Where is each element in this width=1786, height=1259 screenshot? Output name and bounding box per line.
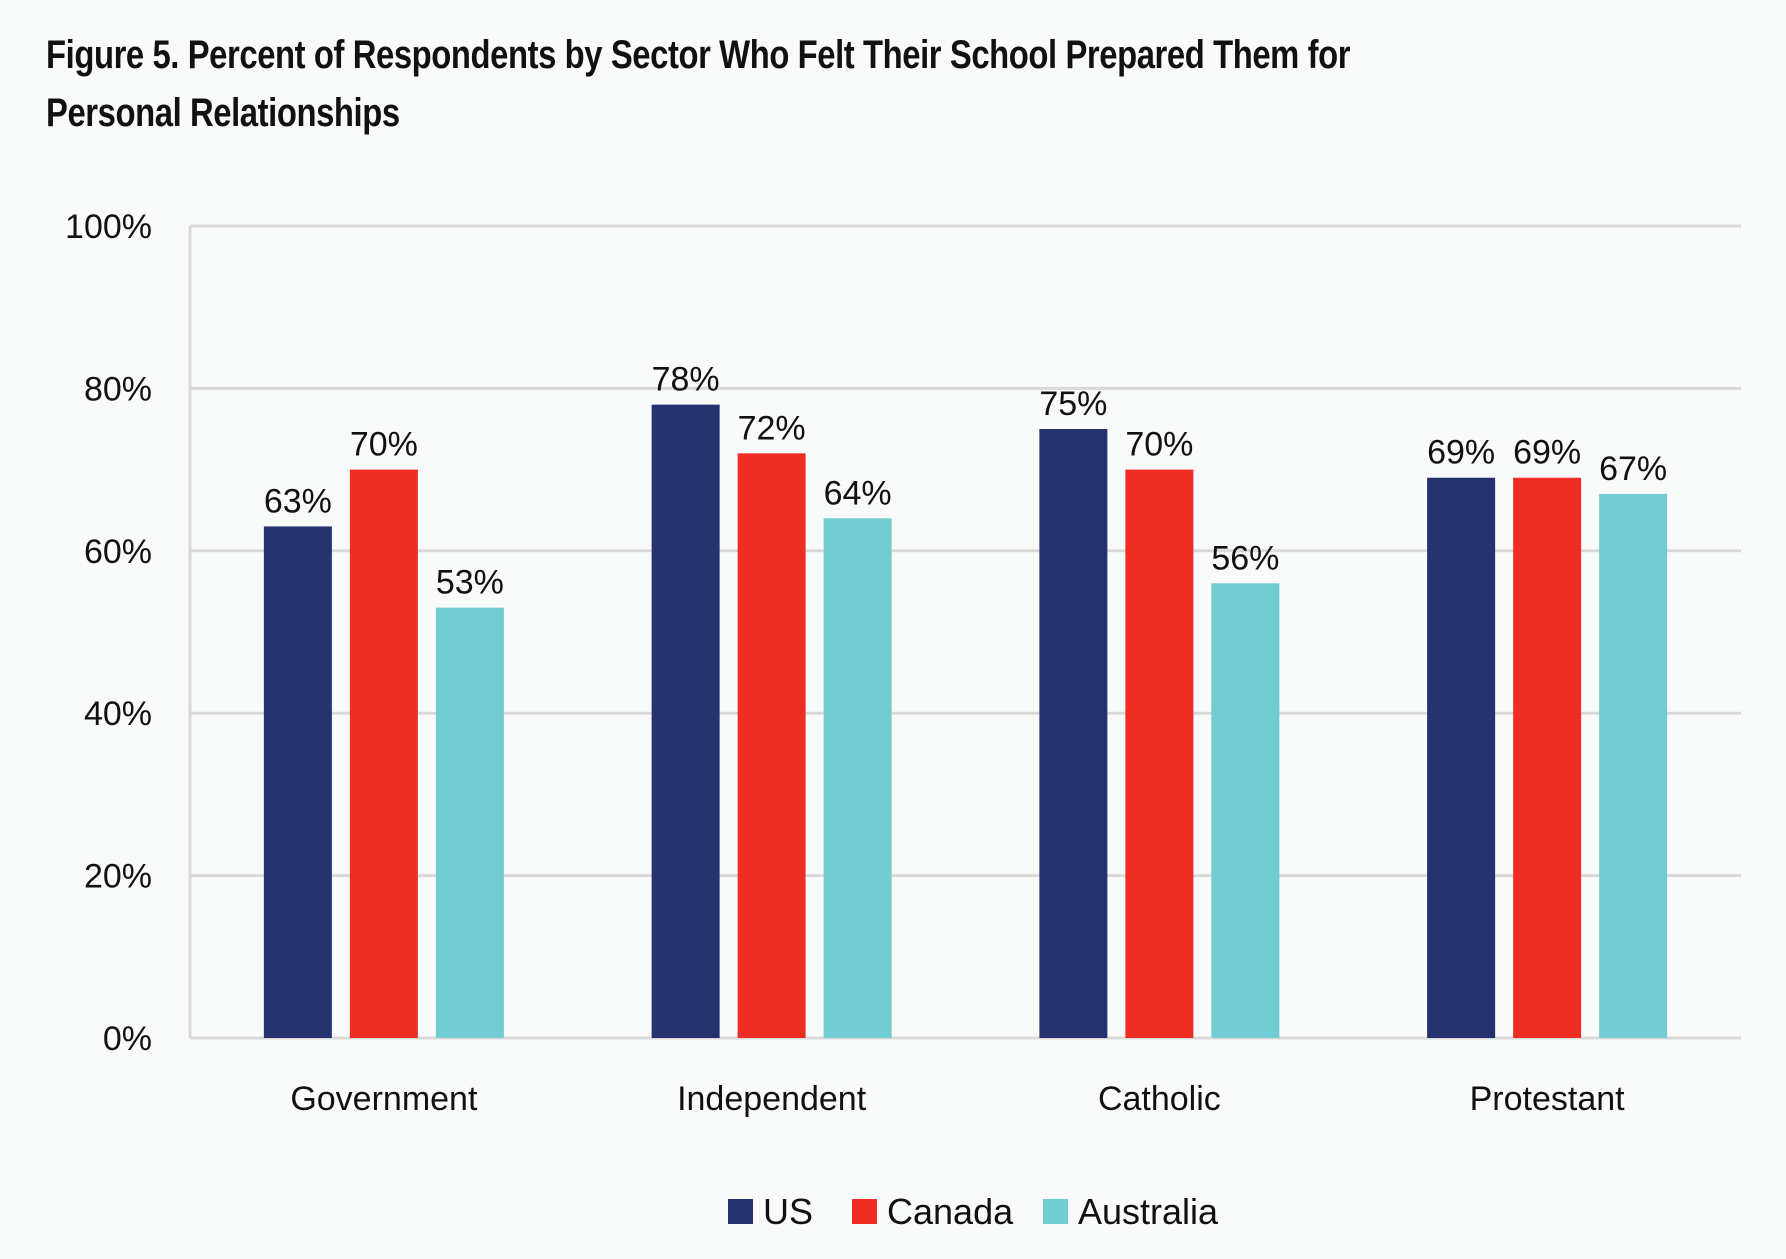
legend-label-canada: Canada [887,1191,1014,1232]
legend: US Canada Australia [728,1191,1219,1232]
y-tick-label: 100% [65,208,152,246]
bar-australia-independent [823,518,892,1038]
x-axis: Government Independent Catholic Protestant [290,1080,1625,1118]
data-labels: 63% 70% 53% 78% 72% 64% 75% 70% 56% 69% 69% 67% [264,361,1667,602]
x-tick-label: Protestant [1470,1080,1626,1118]
legend-swatch-australia [1043,1199,1068,1224]
bar-canada-catholic [1125,469,1194,1039]
y-tick-label: 80% [84,370,152,408]
data-label: 69% [1513,434,1581,472]
x-tick-label: Independent [677,1080,867,1118]
y-tick-label: 0% [103,1020,152,1058]
data-label: 75% [1039,385,1107,423]
data-label: 72% [738,409,806,447]
data-label: 70% [350,426,418,464]
data-label: 63% [264,482,332,520]
bar-canada-independent [737,453,806,1038]
data-label: 64% [824,474,892,512]
chart-title: Figure 5. Percent of Respondents by Sect… [46,26,1440,142]
y-tick-label: 60% [84,533,152,571]
gridlines [188,224,1741,1040]
bar-australia-catholic [1211,583,1280,1038]
legend-swatch-us [728,1199,753,1224]
bar-us-independent [651,404,720,1038]
bar-us-catholic [1039,429,1108,1038]
bar-us-protestant [1427,477,1496,1039]
bar-canada-government [349,469,418,1039]
bar-australia-government [435,607,504,1038]
x-tick-label: Catholic [1098,1080,1221,1118]
bar-us-government [263,526,332,1038]
chart-title-line-1: Figure 5. Percent of Respondents by Sect… [46,33,1351,77]
bars [263,404,1668,1039]
legend-label-us: US [763,1191,813,1232]
data-label: 67% [1599,450,1667,488]
data-label: 69% [1427,434,1495,472]
data-label: 70% [1125,426,1193,464]
data-label: 56% [1211,539,1279,577]
legend-label-australia: Australia [1078,1191,1219,1232]
data-label: 53% [436,564,504,602]
legend-swatch-canada [852,1199,877,1224]
y-axis: 0% 20% 40% 60% 80% 100% [65,208,152,1058]
x-tick-label: Government [290,1080,478,1118]
bar-canada-protestant [1513,477,1582,1039]
y-tick-label: 40% [84,695,152,733]
data-label: 78% [652,361,720,399]
y-tick-label: 20% [84,858,152,896]
chart-title-line-2: Personal Relationships [46,91,400,135]
bar-australia-protestant [1599,493,1668,1039]
